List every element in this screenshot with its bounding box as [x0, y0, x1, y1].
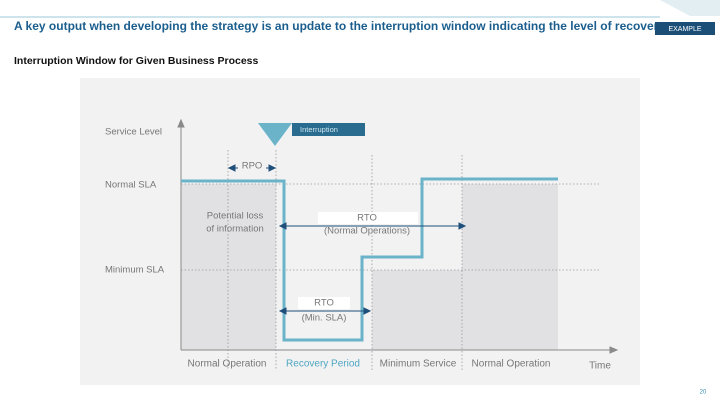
- label-bg: [318, 212, 418, 224]
- loss-note: Potential loss: [207, 211, 264, 222]
- rto-label: (Normal Operations): [324, 226, 410, 237]
- axes: [177, 118, 619, 354]
- guides: [181, 150, 600, 370]
- event-box: [292, 123, 365, 136]
- phase-label: Normal Operation: [188, 359, 267, 370]
- region: [462, 184, 558, 350]
- phase-label: Normal Operation: [472, 359, 551, 370]
- page-number: 20: [700, 390, 707, 396]
- interruption-marker: [258, 123, 292, 146]
- rto-label: RTO: [357, 213, 377, 224]
- tag: EXAMPLE: [668, 26, 701, 33]
- label-bg: [298, 297, 350, 309]
- subtitle: Interruption Window for Given Business P…: [14, 55, 259, 67]
- rpo-label: RPO: [242, 161, 263, 172]
- header-decoration: [660, 0, 720, 16]
- label-bg: [238, 160, 266, 172]
- loss-note: of information: [206, 224, 264, 235]
- service-line: [181, 177, 558, 342]
- tag-box: [655, 22, 715, 35]
- region: [181, 184, 276, 350]
- level-label: Minimum SLA: [105, 265, 165, 276]
- phase-label: Minimum Service: [380, 359, 457, 370]
- rto-label: RTO: [314, 298, 334, 309]
- phase-label: Recovery Period: [286, 359, 360, 370]
- y-axis-label: Service Level: [105, 127, 162, 138]
- region: [372, 270, 462, 350]
- x-axis-label: Time: [589, 361, 611, 372]
- title: A key output when developing the strateg…: [14, 19, 665, 33]
- level-label: Normal SLA: [105, 180, 157, 191]
- event-label: Interruption: [300, 125, 338, 134]
- rto-label: (Min. SLA): [302, 313, 347, 324]
